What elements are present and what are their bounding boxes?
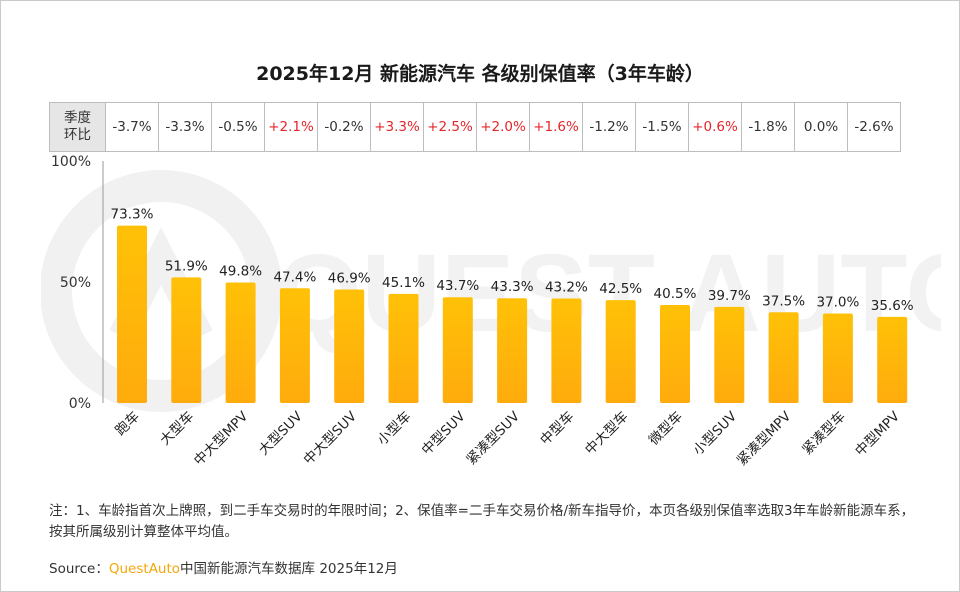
y-tick-label: 0%	[69, 396, 91, 412]
qoq-cell: +2.1%	[264, 102, 318, 152]
x-category-label: 中型SUV	[419, 408, 470, 459]
qoq-cell: -1.2%	[582, 102, 636, 152]
x-category-label: 中型MPV	[852, 408, 903, 459]
bar	[225, 282, 256, 403]
bar-value-label: 40.5%	[654, 286, 697, 302]
qoq-cell: +3.3%	[370, 102, 424, 152]
bar-value-label: 73.3%	[111, 207, 154, 223]
qoq-header: 季度 环比	[49, 102, 106, 152]
x-category-label: 小型SUV	[690, 408, 741, 459]
qoq-cell: -3.3%	[158, 102, 212, 152]
bar	[551, 298, 582, 403]
bar	[605, 300, 636, 403]
bar	[714, 306, 745, 403]
x-category-label: 大型车	[156, 408, 197, 449]
bar-value-label: 49.8%	[219, 263, 262, 279]
qoq-cell: +2.5%	[423, 102, 477, 152]
qoq-cell: -1.5%	[635, 102, 689, 152]
bar	[768, 312, 799, 403]
bar-value-label: 43.2%	[545, 279, 588, 295]
bar-value-label: 35.6%	[871, 298, 914, 314]
bar-value-label: 37.0%	[816, 294, 859, 310]
qoq-header-line1: 季度	[64, 110, 91, 126]
qoq-table: 季度 环比 -3.7% -3.3% -0.5% +2.1% -0.2% +3.3% +2.5…	[49, 102, 901, 152]
x-category-label: 中大型SUV	[300, 408, 360, 468]
bar-value-label: 39.7%	[708, 288, 751, 304]
x-category-label: 紧凑型车	[799, 408, 849, 458]
bar	[279, 288, 310, 403]
bar-value-label: 46.9%	[328, 271, 371, 287]
bar-value-label: 37.5%	[762, 293, 805, 309]
bar-value-label: 47.4%	[273, 269, 316, 285]
x-category-label: 大型SUV	[256, 408, 307, 459]
qoq-header-line2: 环比	[64, 127, 91, 143]
qoq-row: 季度 环比 -3.7% -3.3% -0.5% +2.1% -0.2% +3.3% +2.5…	[49, 102, 901, 152]
bar-value-label: 45.1%	[382, 275, 425, 291]
source-brand: QuestAuto	[108, 561, 181, 577]
chart-title: 2025年12月 新能源汽车 各级别保值率（3年车龄）	[256, 63, 704, 85]
y-tick-label: 100%	[51, 154, 91, 170]
bar-chart: 0% 50% 100% 73.3% 跑车 51.9% 大型车 49.8% 中大型MPV 47.4%…	[51, 154, 914, 469]
bar	[117, 225, 147, 403]
x-category-label: 小型车	[374, 408, 415, 449]
x-category-label: 中大型车	[581, 408, 631, 458]
x-category-label: 中大型MPV	[191, 408, 252, 469]
bar	[822, 313, 853, 403]
bar	[660, 304, 690, 403]
qoq-cell: +1.6%	[529, 102, 583, 152]
bar	[442, 297, 473, 403]
source-label: Source：	[49, 561, 109, 577]
source-line: Source：QuestAuto中国新能源汽车数据库 2025年12月	[49, 557, 398, 577]
bar	[171, 277, 202, 403]
x-category-label: 紧凑型SUV	[463, 407, 524, 468]
source-text: 中国新能源汽车数据库 2025年12月	[180, 561, 398, 577]
x-category-label: 跑车	[112, 408, 143, 439]
qoq-cell: -1.8%	[741, 102, 795, 152]
y-tick-label: 50%	[60, 275, 91, 291]
bar-value-label: 43.7%	[436, 278, 479, 294]
x-category-label: 中型车	[537, 408, 578, 449]
bar-value-label: 51.9%	[165, 258, 208, 274]
x-category-label: 紧凑型MPV	[733, 407, 795, 469]
footnote: 注：1、车龄指首次上牌照，到二手车交易时的年限时间；2、保值率=二手车交易价格/…	[49, 503, 915, 540]
bar-value-label: 43.3%	[491, 279, 534, 295]
qoq-cell: -2.6%	[847, 102, 901, 152]
bar	[497, 298, 528, 403]
bar	[334, 289, 365, 403]
qoq-cell: -0.2%	[317, 102, 371, 152]
bar-value-label: 42.5%	[599, 281, 642, 297]
bar	[877, 316, 908, 403]
bar	[388, 293, 419, 403]
x-category-label: 微型车	[645, 408, 686, 449]
